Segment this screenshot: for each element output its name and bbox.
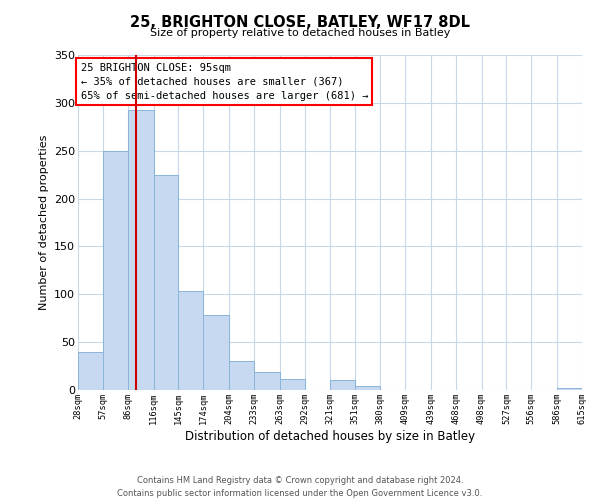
Bar [329, 380, 355, 390]
X-axis label: Distribution of detached houses by size in Batley: Distribution of detached houses by size … [185, 430, 475, 443]
Bar [280, 378, 305, 390]
Y-axis label: Number of detached properties: Number of detached properties [38, 135, 49, 310]
Text: Size of property relative to detached houses in Batley: Size of property relative to detached ho… [150, 28, 450, 38]
Bar [229, 362, 254, 390]
Bar [154, 174, 178, 390]
Bar [254, 372, 280, 390]
Bar [103, 150, 128, 390]
Bar [203, 316, 229, 390]
Bar [557, 388, 582, 390]
Bar [178, 292, 203, 390]
Bar [128, 110, 154, 390]
Text: 25 BRIGHTON CLOSE: 95sqm
← 35% of detached houses are smaller (367)
65% of semi-: 25 BRIGHTON CLOSE: 95sqm ← 35% of detach… [80, 62, 368, 100]
Text: 25, BRIGHTON CLOSE, BATLEY, WF17 8DL: 25, BRIGHTON CLOSE, BATLEY, WF17 8DL [130, 15, 470, 30]
Bar [78, 352, 103, 390]
Bar [355, 386, 380, 390]
Text: Contains HM Land Registry data © Crown copyright and database right 2024.
Contai: Contains HM Land Registry data © Crown c… [118, 476, 482, 498]
